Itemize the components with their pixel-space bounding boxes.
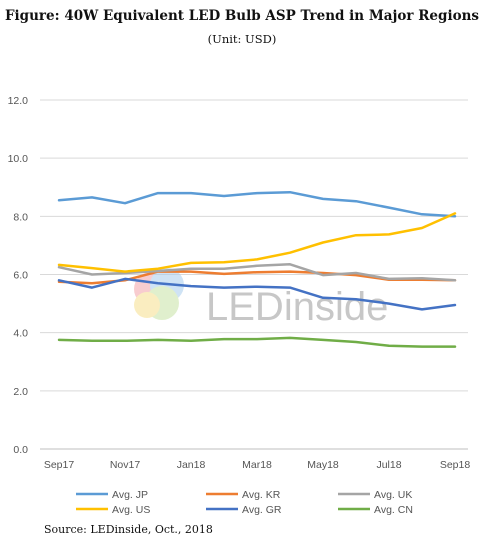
legend-label: Avg. CN xyxy=(374,504,413,516)
y-tick-label: 12.0 xyxy=(8,95,29,107)
chart-subtitle: (Unit: USD) xyxy=(207,32,277,46)
y-tick-label: 0.0 xyxy=(13,444,28,456)
source-note: Source: LEDinside, Oct., 2018 xyxy=(44,523,213,536)
x-tick-label: Jul18 xyxy=(376,459,401,471)
axes: 0.0 2.0 4.0 6.0 8.0 10.0 12.0 Sep17 Nov17 Jan18 Ma… xyxy=(8,95,471,471)
series-line-avg-us xyxy=(57,212,457,273)
legend: Avg. JP Avg. KR Avg. UK Avg. US Avg. GR Avg. … xyxy=(76,489,413,516)
legend-label: Avg. GR xyxy=(242,504,282,516)
x-tick-label: Mar18 xyxy=(242,459,272,471)
series-line-avg-gr xyxy=(57,277,457,311)
x-tick-label: Nov17 xyxy=(110,459,141,471)
watermark-text: LEDinside xyxy=(206,285,388,329)
chart-title: Figure: 40W Equivalent LED Bulb ASP Tren… xyxy=(4,8,480,24)
y-tick-label: 2.0 xyxy=(13,386,28,398)
x-tick-label: Jan18 xyxy=(177,459,206,471)
ledinside-watermark: LEDinside xyxy=(134,268,388,329)
y-tick-label: 8.0 xyxy=(13,211,28,223)
legend-label: Avg. JP xyxy=(112,489,148,501)
y-tick-label: 4.0 xyxy=(13,328,28,340)
y-tick-label: 10.0 xyxy=(8,153,29,165)
series-line-avg-jp xyxy=(57,190,457,218)
series-line-avg-uk xyxy=(57,263,457,282)
legend-label: Avg. UK xyxy=(374,489,412,501)
grid-lines xyxy=(40,99,468,450)
series-lines xyxy=(57,190,457,348)
y-tick-label: 6.0 xyxy=(13,270,28,282)
x-tick-label: Sep18 xyxy=(440,459,471,471)
x-tick-label: May18 xyxy=(307,459,339,471)
series-line-avg-cn xyxy=(57,336,457,348)
legend-label: Avg. US xyxy=(112,504,150,516)
watermark-logo-icon xyxy=(134,268,184,320)
legend-label: Avg. KR xyxy=(242,489,281,501)
x-tick-label: Sep17 xyxy=(44,459,75,471)
